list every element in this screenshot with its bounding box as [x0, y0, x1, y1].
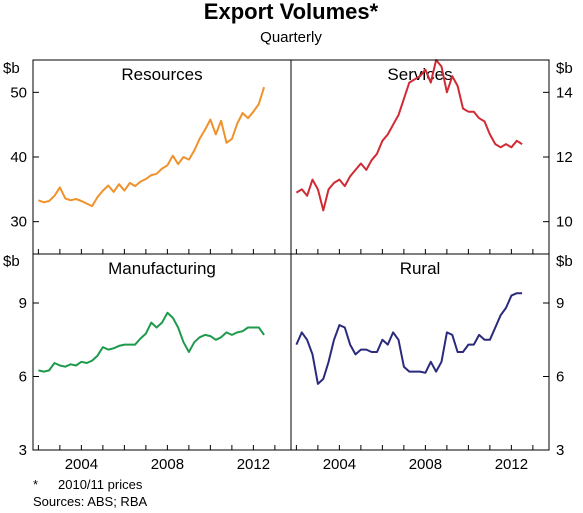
rural-ytick-label: 6 [556, 369, 564, 386]
plot-layer: Resources 30 40 50 Services 10 12 14 Manufacturi… [10, 59, 573, 473]
footnote-marker: * [33, 477, 38, 492]
rural-series-line [295, 292, 523, 385]
rural-xtick-label: 2008 [409, 456, 442, 473]
rural-ytick-label: 9 [556, 295, 564, 312]
manufacturing-xtick-label: 2004 [65, 456, 98, 473]
chart-title: Export Volumes* [204, 0, 379, 24]
manufacturing-series-line [38, 311, 265, 373]
rural-ytick-label: 3 [556, 442, 564, 459]
unit-label-top-right: $b [556, 60, 573, 77]
unit-label-bottom-right: $b [556, 253, 573, 270]
chart-subtitle: Quarterly [260, 29, 322, 46]
manufacturing-xtick-label: 2012 [237, 456, 270, 473]
resources-series-line [38, 86, 266, 208]
rural-xtick-label: 2012 [495, 456, 528, 473]
services-panel-title: Services [387, 65, 452, 84]
unit-label-bottom-left: $b [3, 253, 20, 270]
footnote-text: 2010/11 prices [58, 477, 143, 492]
manufacturing-ytick-label: 6 [19, 369, 27, 386]
resources-ytick-label: 50 [10, 84, 27, 101]
sources-note: Sources: ABS; RBA [33, 494, 147, 509]
manufacturing-ytick-label: 3 [19, 442, 27, 459]
services-ytick-label: 10 [556, 214, 573, 231]
unit-label-top-left: $b [3, 60, 20, 77]
resources-ytick-label: 40 [10, 149, 27, 166]
services-series-line [295, 59, 523, 212]
manufacturing-ytick-label: 9 [19, 295, 27, 312]
rural-xtick-label: 2004 [323, 456, 356, 473]
services-ytick-label: 12 [556, 149, 573, 166]
rural-panel-title: Rural [400, 259, 441, 278]
manufacturing-panel-title: Manufacturing [108, 259, 216, 278]
resources-ytick-label: 30 [10, 214, 27, 231]
resources-panel-title: Resources [121, 65, 202, 84]
manufacturing-xtick-label: 2008 [151, 456, 184, 473]
services-ytick-label: 14 [556, 84, 573, 101]
